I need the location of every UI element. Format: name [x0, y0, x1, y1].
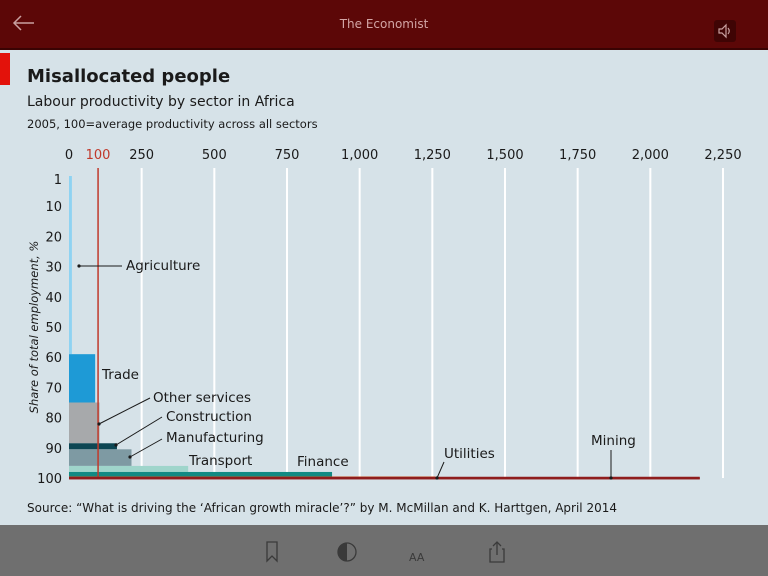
leader-dot: [609, 476, 613, 480]
top-bar: The Economist: [0, 0, 768, 50]
chart-note: 2005, 100=average productivity across al…: [27, 117, 318, 131]
y-tick-label: 10: [45, 200, 62, 215]
sector-label: Finance: [297, 454, 349, 470]
source-note: Source: “What is driving the ‘African gr…: [27, 501, 617, 515]
x-tick-label: 500: [202, 148, 227, 163]
x-tick-label: 1,750: [559, 148, 596, 163]
x-tick-label: 1,250: [414, 148, 451, 163]
y-tick-label: 100: [37, 472, 62, 487]
bottom-toolbar: AA: [0, 525, 768, 576]
x-tick-label: 2,250: [704, 148, 741, 163]
x-tick-label: 1,500: [486, 148, 523, 163]
arrow-left-icon: [12, 15, 34, 31]
x-tick-label: 250: [129, 148, 154, 163]
leader-dot: [435, 476, 439, 480]
y-tick-label: 50: [45, 321, 62, 336]
x-tick-label: 1,000: [341, 148, 378, 163]
leader-dot: [77, 264, 81, 268]
share-button[interactable]: [484, 539, 510, 565]
x-tick-label: 0: [65, 148, 73, 163]
brightness-button[interactable]: [334, 539, 360, 565]
leader-dot: [97, 422, 101, 426]
back-button[interactable]: [10, 12, 38, 34]
app-title: The Economist: [339, 17, 429, 31]
sector-label: Mining: [591, 433, 636, 449]
y-tick-label: 80: [45, 412, 62, 427]
bar-construction: [69, 443, 117, 450]
bookmark-button[interactable]: [259, 539, 285, 565]
x-tick-label: 100: [86, 148, 111, 163]
sector-label: Agriculture: [126, 258, 200, 274]
y-tick-label: 40: [45, 291, 62, 306]
bar-agriculture: [69, 176, 72, 355]
y-tick-label: 30: [45, 261, 62, 276]
leader-line: [98, 397, 151, 425]
chart-subtitle: Labour productivity by sector in Africa: [27, 94, 295, 110]
speaker-icon: [718, 23, 730, 39]
bar-other-services: [69, 402, 100, 444]
y-tick-label: 1: [54, 173, 62, 188]
productivity-chart: 0 100 250 500 750 1,000 1,250 1,500 1,750 2,000 2,…: [27, 148, 742, 487]
bar-transport: [69, 465, 189, 472]
bar-finance: [69, 471, 333, 477]
y-tick-label: 90: [45, 442, 62, 457]
text-size-button[interactable]: AA: [407, 539, 437, 565]
sector-label: Transport: [188, 453, 252, 469]
x-tick-label: 750: [275, 148, 300, 163]
leader-line: [129, 438, 163, 458]
chart-panel: [0, 50, 768, 525]
leader-dot: [114, 443, 118, 447]
text-size-label: AA: [409, 551, 425, 564]
sector-label: Trade: [101, 367, 139, 383]
sector-label: Construction: [166, 409, 252, 425]
leader-dot: [128, 455, 132, 459]
contrast-icon: [337, 542, 357, 562]
chart-title: Misallocated people: [27, 66, 231, 87]
y-tick-label: 60: [45, 351, 62, 366]
text-size-icon: AA: [409, 551, 425, 564]
y-tick-label: 70: [45, 381, 62, 396]
sector-label: Manufacturing: [166, 430, 264, 446]
y-axis-label: Share of total employment, %: [27, 241, 41, 414]
sector-label: Utilities: [444, 446, 495, 462]
sector-label: Other services: [153, 390, 251, 406]
leader-line: [436, 461, 445, 479]
audio-button[interactable]: [714, 20, 736, 42]
red-flag: [0, 53, 10, 85]
y-tick-label: 20: [45, 230, 62, 245]
x-tick-label: 2,000: [632, 148, 669, 163]
bar-manufacturing: [69, 449, 132, 466]
bookmark-icon: [266, 541, 278, 563]
bar-trade: [69, 354, 96, 403]
share-icon: [489, 541, 505, 563]
leader-line: [115, 416, 163, 446]
